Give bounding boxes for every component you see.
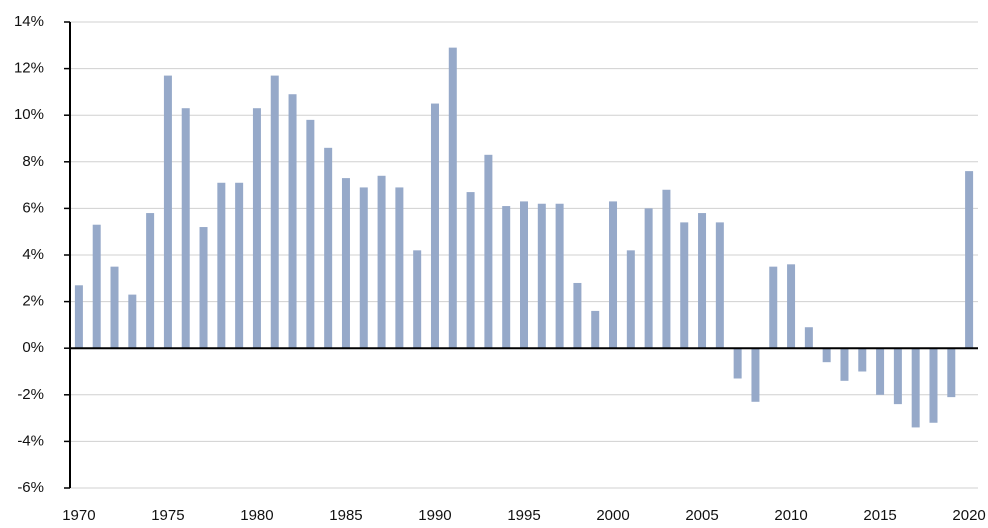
x-tick-label: 1975 — [151, 507, 184, 524]
bar — [395, 187, 404, 349]
x-tick-label: 2005 — [685, 507, 718, 524]
bar — [484, 154, 493, 349]
bar — [163, 75, 172, 349]
bar — [448, 47, 457, 349]
x-tick-label: 1995 — [507, 507, 540, 524]
bar — [235, 182, 244, 349]
y-tick-label: -2% — [17, 386, 44, 403]
bar — [520, 201, 528, 349]
y-tick-label: 8% — [22, 153, 44, 170]
bar — [199, 227, 208, 349]
bar — [359, 187, 368, 349]
y-tick-label: 14% — [14, 13, 44, 30]
bar — [751, 348, 760, 402]
bar — [430, 103, 439, 349]
bar — [733, 348, 742, 379]
y-tick-label: -4% — [17, 432, 44, 449]
x-tick-label: 2000 — [596, 507, 629, 524]
x-tick-label: 2015 — [863, 507, 896, 524]
bar — [74, 285, 83, 349]
x-tick-label: 1990 — [418, 507, 451, 524]
bar — [858, 348, 867, 372]
bar — [92, 224, 101, 349]
bar — [840, 348, 849, 381]
bar — [644, 208, 653, 349]
bar — [715, 222, 724, 349]
bar — [573, 282, 582, 349]
bar — [502, 206, 511, 349]
x-tick-label: 1980 — [240, 507, 273, 524]
bar — [413, 250, 422, 349]
y-tick-label: 2% — [22, 293, 44, 310]
bar — [306, 119, 315, 349]
x-tick-label: 1970 — [62, 507, 95, 524]
bar — [324, 147, 333, 349]
bar — [769, 266, 778, 349]
y-tick-label: 6% — [22, 199, 44, 216]
bar — [911, 348, 920, 428]
bar — [377, 175, 386, 349]
x-tick-label: 1985 — [329, 507, 362, 524]
bar — [787, 264, 796, 349]
bar — [128, 294, 137, 349]
x-tick-label: 2020 — [952, 507, 985, 524]
bar — [466, 192, 475, 349]
bar — [893, 348, 902, 405]
bar — [288, 94, 297, 349]
bar — [341, 178, 350, 349]
y-tick-label: 0% — [22, 339, 44, 356]
bar — [626, 250, 635, 349]
bar — [110, 266, 119, 349]
bar — [270, 75, 279, 349]
bar — [822, 348, 831, 363]
x-tick-label: 2010 — [774, 507, 807, 524]
bar — [555, 203, 564, 349]
bar — [591, 310, 600, 349]
bar — [609, 201, 618, 349]
bar — [965, 171, 974, 349]
bar — [252, 108, 261, 349]
bar — [804, 327, 813, 349]
bar — [876, 348, 885, 395]
bar — [698, 213, 707, 349]
bar — [662, 189, 671, 349]
y-tick-label: 4% — [22, 246, 44, 263]
bar — [181, 108, 190, 349]
bar — [537, 203, 546, 349]
bar — [929, 348, 938, 423]
bar — [680, 222, 689, 349]
y-tick-label: 12% — [14, 60, 44, 77]
y-tick-label: 10% — [14, 106, 44, 123]
bar — [947, 348, 956, 398]
bar — [217, 182, 226, 349]
y-tick-label: -6% — [17, 479, 44, 496]
bar — [146, 213, 155, 349]
